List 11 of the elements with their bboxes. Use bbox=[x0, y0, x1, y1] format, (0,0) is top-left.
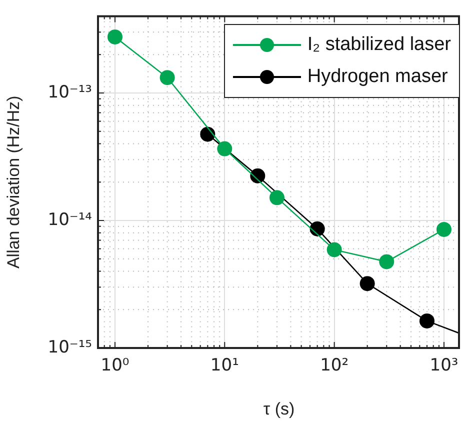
y-tick-label: 10⁻¹⁴ bbox=[48, 210, 92, 230]
x-tick-label: 10¹ bbox=[210, 356, 239, 376]
legend-label: I₂ stabilized laser bbox=[307, 34, 451, 56]
y-tick-label: 10⁻¹³ bbox=[48, 82, 92, 102]
legend-label: Hydrogen maser bbox=[307, 66, 448, 88]
x-tick-label: 10² bbox=[320, 356, 349, 376]
x-axis-title: τ (s) bbox=[263, 399, 295, 418]
y-tick-label: 10⁻¹⁵ bbox=[48, 337, 92, 358]
x-tick-label: 10³ bbox=[430, 356, 458, 376]
x-tick-label: 10⁰ bbox=[100, 356, 130, 376]
y-axis-title: Allan deviation (Hz/Hz) bbox=[4, 96, 23, 269]
